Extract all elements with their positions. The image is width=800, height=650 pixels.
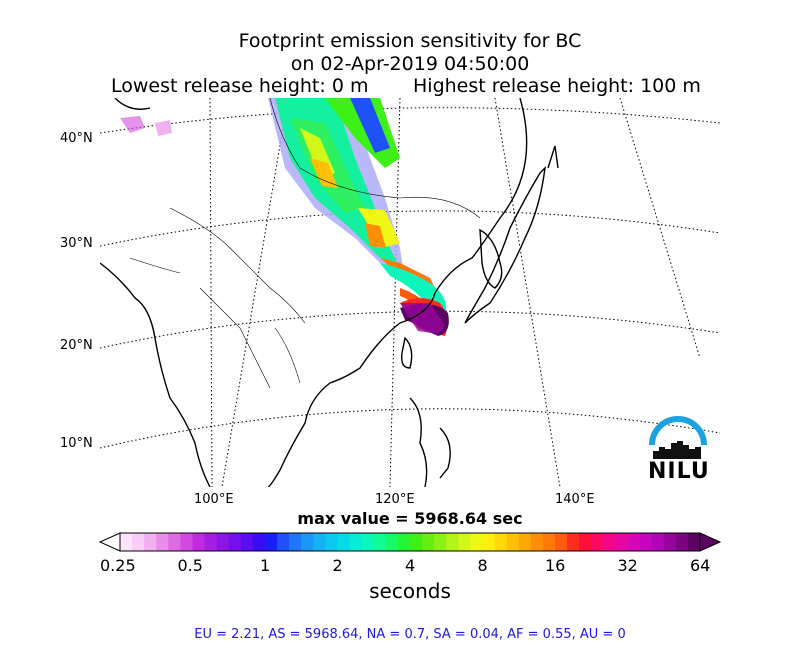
coastlines	[100, 98, 559, 487]
colorbar-swatch	[687, 533, 701, 551]
lat-label-20n: 20°N	[60, 338, 93, 353]
lon-label-120e: 120°E	[375, 492, 415, 507]
colorbar-swatch	[361, 533, 375, 551]
chart-title: Footprint emission sensitivity for BC	[238, 30, 582, 52]
colorbar-swatch	[120, 533, 133, 551]
region-stats: EU = 2.21, AS = 5968.64, NA = 0.7, SA = …	[194, 627, 626, 642]
lat-label-30n: 30°N	[60, 236, 93, 251]
colorbar-swatch	[639, 533, 653, 551]
colorbar-tick-label: 16	[545, 556, 566, 575]
lowest-release-height: Lowest release height: 0 m	[111, 75, 369, 97]
colorbar-swatch	[506, 533, 520, 551]
colorbar-swatch	[192, 533, 206, 551]
colorbar-swatch	[494, 533, 508, 551]
colorbar-swatch	[385, 533, 399, 551]
colorbar-over-arrow	[699, 532, 722, 552]
colorbar-tick-label: 32	[617, 556, 638, 575]
country-borders	[129, 98, 481, 389]
colorbar-under-arrow	[98, 532, 121, 552]
colorbar-swatch	[228, 533, 242, 551]
colorbar-swatch	[180, 533, 193, 551]
colorbar-swatch	[216, 533, 230, 551]
lon-label-140e: 140°E	[555, 492, 595, 507]
colorbar-swatch	[518, 533, 532, 551]
colorbar-swatch	[397, 533, 411, 551]
footprint-map	[100, 98, 720, 487]
colorbar-swatch	[482, 533, 496, 551]
colorbar-swatch	[567, 533, 580, 551]
colorbar-swatch	[446, 533, 459, 551]
colorbar-swatch	[240, 533, 254, 551]
colorbar-swatch	[410, 533, 423, 551]
colorbar-tick-label: 0.25	[100, 556, 136, 575]
colorbar-tick-label: 1	[260, 556, 271, 575]
colorbar-swatch	[542, 533, 556, 551]
colorbar-swatch	[265, 533, 278, 551]
emission-sensitivity-plume	[120, 98, 449, 336]
colorbar-swatch	[301, 533, 314, 551]
colorbar-tick-label: 4	[405, 556, 416, 575]
colorbar-swatch	[603, 533, 616, 551]
colorbar-swatch	[373, 533, 387, 551]
nilu-logo	[649, 416, 707, 459]
colorbar-swatch	[579, 533, 592, 551]
colorbar-swatch	[675, 533, 689, 551]
colorbar-swatch	[651, 533, 665, 551]
colorbar-swatch	[555, 533, 568, 551]
colorbar-swatch	[627, 533, 641, 551]
colorbar-swatch	[591, 533, 604, 551]
colorbar-swatch	[204, 533, 218, 551]
colorbar	[98, 532, 722, 552]
colorbar-swatch	[313, 533, 326, 551]
colorbar-swatch	[434, 533, 447, 551]
colorbar-swatch	[252, 533, 266, 551]
colorbar-swatch	[470, 533, 483, 551]
colorbar-swatch	[325, 533, 338, 551]
colorbar-swatch	[530, 533, 544, 551]
max-value: max value = 5968.64 sec	[297, 509, 523, 528]
colorbar-swatch	[663, 533, 677, 551]
lat-label-10n: 10°N	[60, 436, 93, 451]
colorbar-swatch	[458, 533, 471, 551]
graticule	[100, 98, 720, 487]
colorbar-swatch	[132, 533, 145, 551]
colorbar-swatch	[289, 533, 302, 551]
colorbar-label: seconds	[369, 579, 451, 603]
nilu-logo-text: NILU	[648, 459, 710, 484]
colorbar-frame	[119, 532, 701, 552]
colorbar-swatch	[337, 533, 351, 551]
lat-label-40n: 40°N	[60, 131, 93, 146]
colorbar-swatch	[615, 533, 628, 551]
colorbar-tick-label: 0.5	[177, 556, 203, 575]
colorbar-swatch	[144, 533, 157, 551]
colorbar-tick-label: 8	[477, 556, 488, 575]
colorbar-swatch	[156, 533, 169, 551]
colorbar-tick-label: 2	[332, 556, 343, 575]
colorbar-swatch	[277, 533, 290, 551]
colorbar-tick-label: 64	[690, 556, 711, 575]
colorbar-swatch	[168, 533, 181, 551]
chart-subtitle-date: on 02-Apr-2019 04:50:00	[290, 53, 530, 75]
highest-release-height: Highest release height: 100 m	[413, 75, 701, 97]
colorbar-swatch	[349, 533, 363, 551]
lon-label-100e: 100°E	[194, 492, 234, 507]
colorbar-swatch	[422, 533, 435, 551]
